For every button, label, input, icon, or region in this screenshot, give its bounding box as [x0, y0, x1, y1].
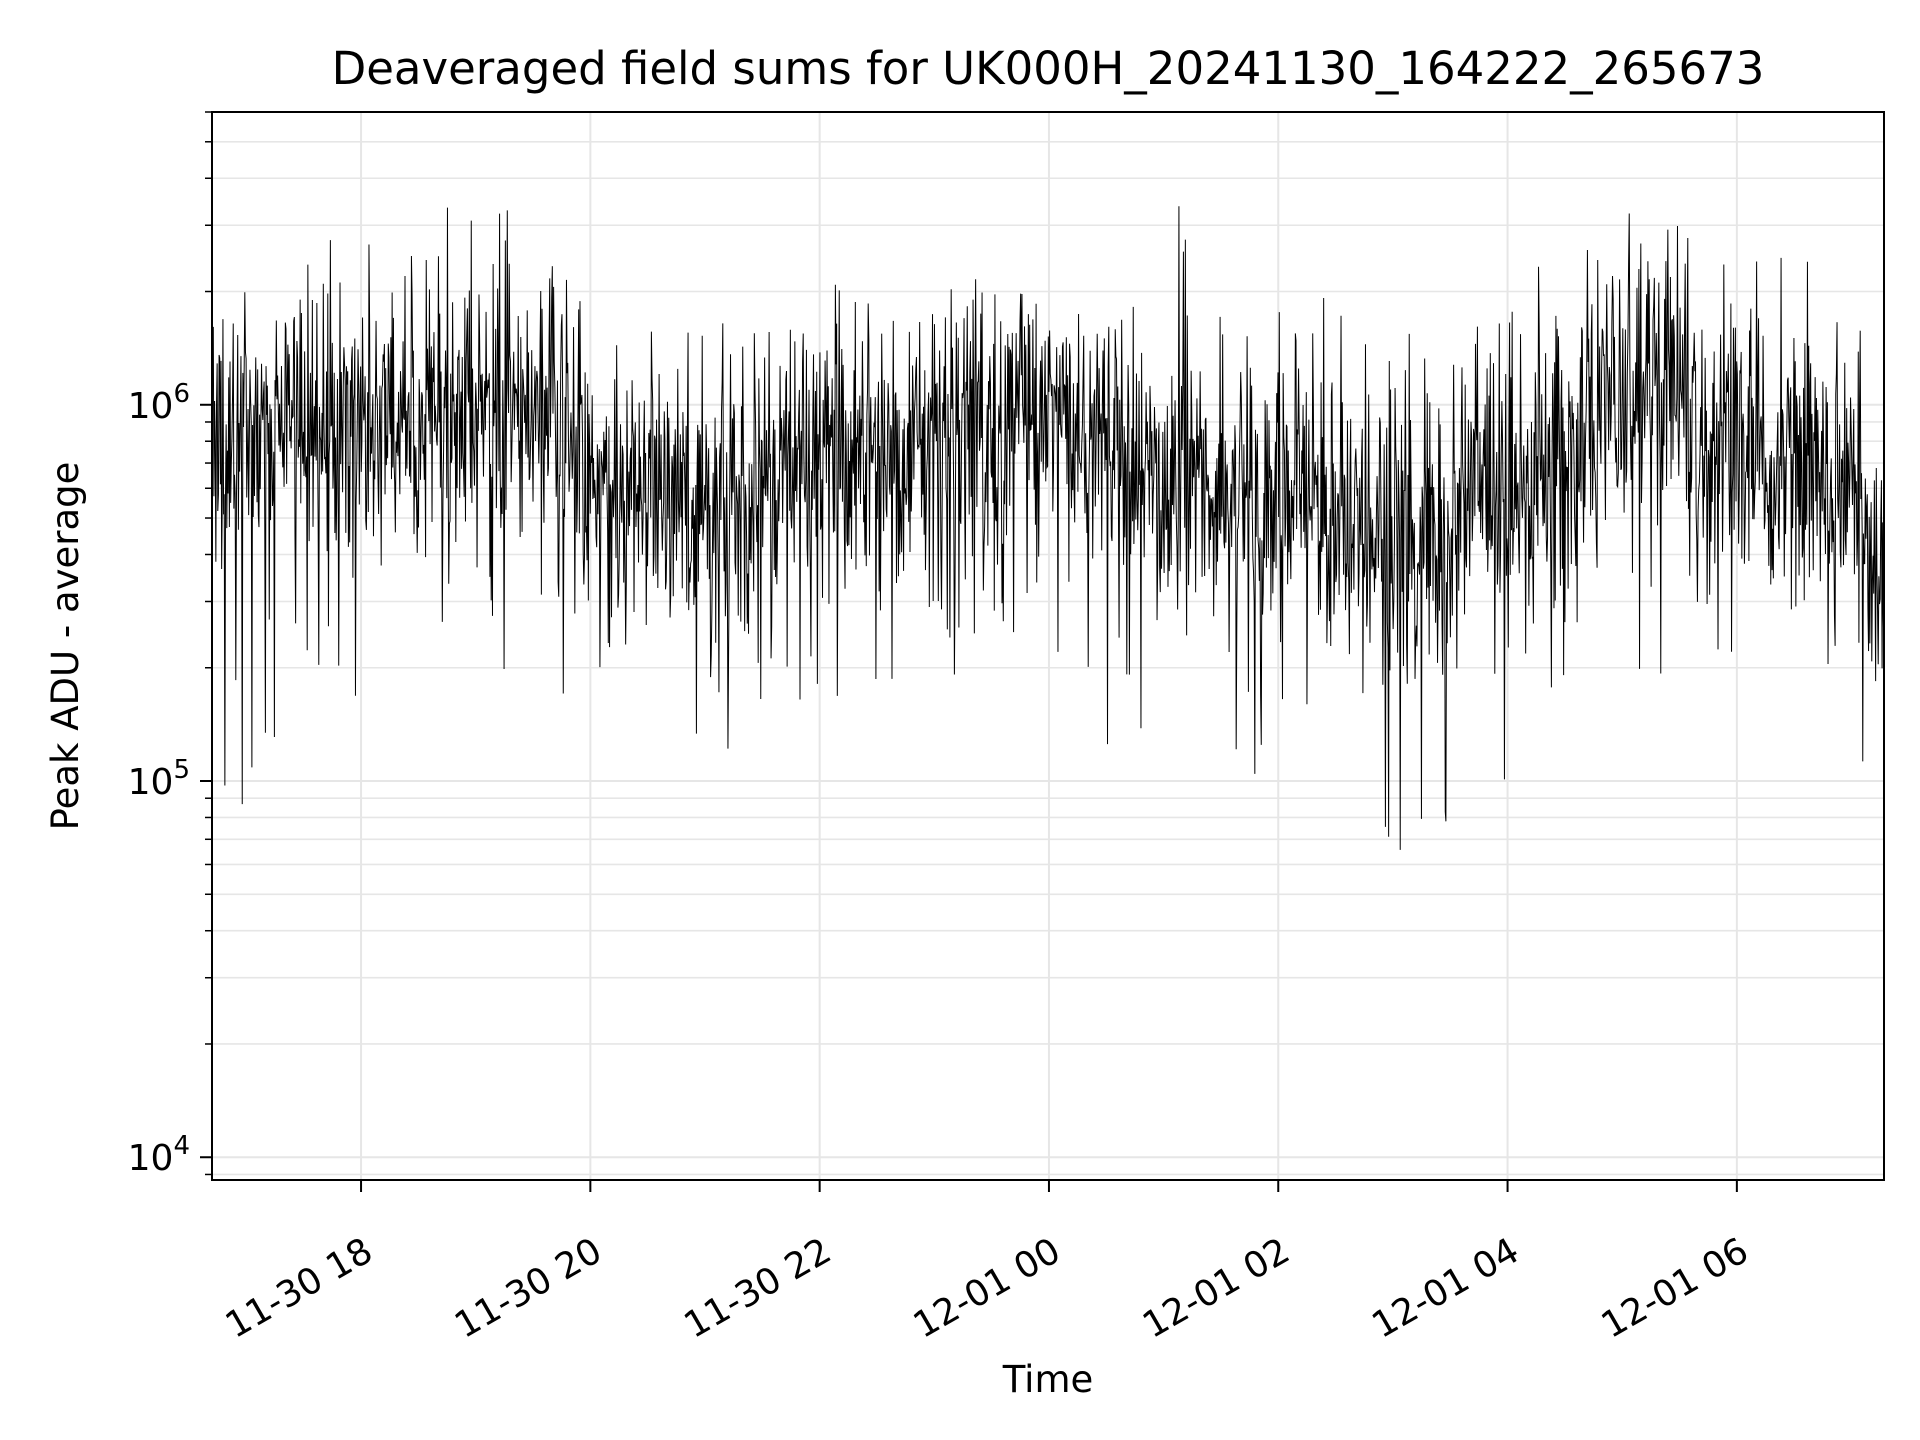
x-axis-label: Time	[1002, 1358, 1094, 1401]
y-axis-label: Peak ADU - average	[44, 462, 87, 831]
series-line	[212, 206, 1884, 850]
data-layer	[212, 206, 1884, 850]
y-tick-label: 104	[128, 1131, 190, 1179]
y-tick-label: 105	[128, 755, 190, 803]
y-tick-exponent: 4	[173, 1131, 190, 1161]
y-tick-base: 10	[128, 762, 174, 803]
chart-title: Deaveraged field sums for UK000H_2024113…	[332, 42, 1765, 95]
y-tick-exponent: 5	[173, 755, 190, 785]
y-tick-base: 10	[128, 1138, 174, 1179]
y-tick-exponent: 6	[173, 379, 190, 409]
y-tick-base: 10	[128, 386, 174, 427]
y-tick-label: 106	[128, 379, 190, 427]
